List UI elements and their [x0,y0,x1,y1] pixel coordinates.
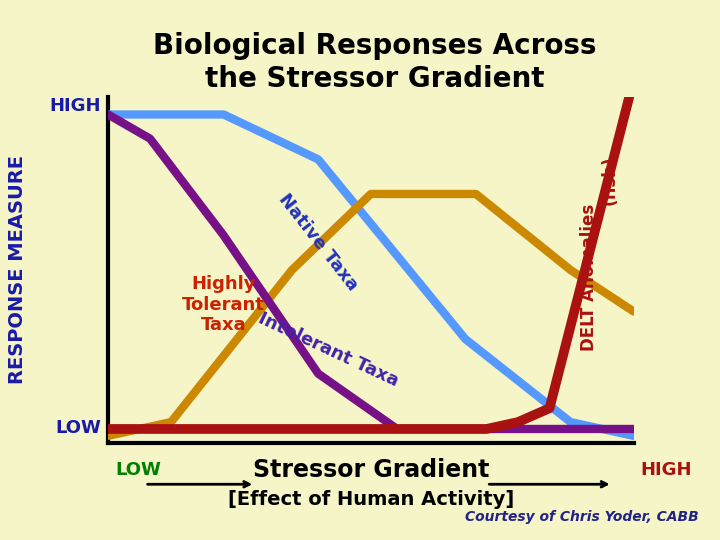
Text: HIGH: HIGH [641,461,693,479]
Text: the Stressor Gradient: the Stressor Gradient [204,65,544,93]
Text: Highly
Tolerant
Taxa: Highly Tolerant Taxa [182,275,265,334]
Text: DELT Anomalies: DELT Anomalies [580,203,598,350]
Text: Native Taxa: Native Taxa [275,191,361,294]
Text: Stressor Gradient: Stressor Gradient [253,458,489,482]
Text: Courtesy of Chris Yoder, CABB: Courtesy of Chris Yoder, CABB [464,510,698,524]
Text: LOW: LOW [115,461,161,479]
Text: HIGH: HIGH [49,97,101,115]
Text: Biological Responses Across: Biological Responses Across [153,32,596,60]
Text: (fish): (fish) [601,156,619,205]
Text: [Effect of Human Activity]: [Effect of Human Activity] [228,490,514,509]
Text: Intolerant Taxa: Intolerant Taxa [256,309,402,390]
Text: LOW: LOW [55,420,101,437]
Text: RESPONSE MEASURE: RESPONSE MEASURE [9,156,27,384]
